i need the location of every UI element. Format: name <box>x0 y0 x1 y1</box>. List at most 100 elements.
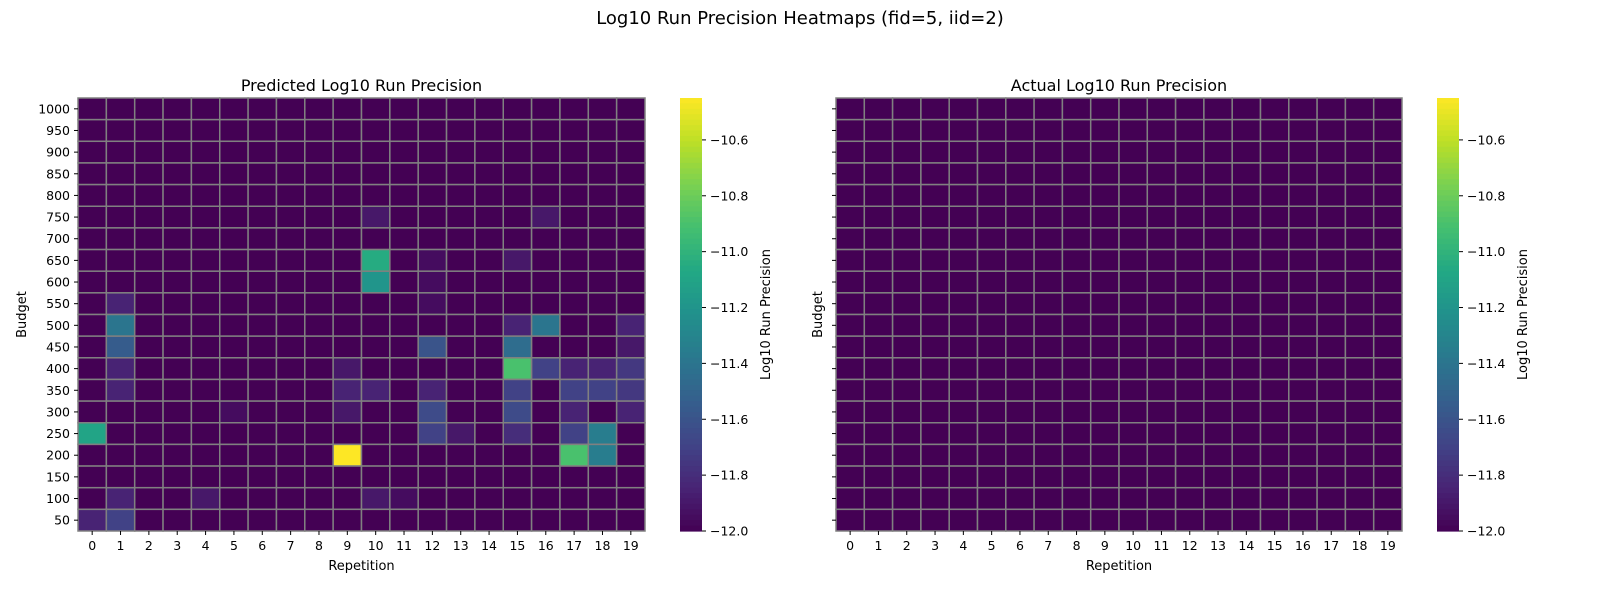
heatmap-cell-r650-c3 <box>920 248 950 272</box>
x-tick-label: 6 <box>1016 538 1024 553</box>
y-tick-label: 1000 <box>38 101 70 116</box>
heatmap-cell-r400-c10 <box>360 357 391 381</box>
heatmap-cell-r350-c16 <box>530 378 561 402</box>
heatmap-cell-r900-c9 <box>1089 140 1120 164</box>
heatmap-cell-r550-c14 <box>1231 292 1262 316</box>
heatmap-cell-r700-c13 <box>1203 227 1233 251</box>
colorbar-segment <box>1437 384 1459 391</box>
heatmap-cell-r50-c4 <box>948 508 979 532</box>
heatmap-cell-r400-c4 <box>948 357 979 381</box>
heatmap-cell-r250-c16 <box>530 422 561 446</box>
heatmap-cell-r700-c12 <box>417 227 448 251</box>
heatmap-cell-r1000-c17 <box>559 97 590 121</box>
heatmap-cell-r950-c9 <box>1089 118 1120 143</box>
colorbar-tick-label: −10.6 <box>710 132 748 147</box>
heatmap-cell-r250-c16 <box>1288 422 1318 446</box>
heatmap-cell-r1000-c12 <box>1174 97 1205 121</box>
heatmap-cell-r250-c8 <box>304 422 334 446</box>
colorbar-segment <box>680 487 702 494</box>
heatmap-cell-r200-c16 <box>1288 443 1318 467</box>
colorbar-segment <box>680 265 702 272</box>
colorbar-segment <box>680 103 702 110</box>
colorbar-segment <box>1437 460 1459 467</box>
panel-title: Predicted Log10 Run Precision <box>241 76 482 95</box>
heatmap-cell-r200-c8 <box>304 443 334 467</box>
heatmap-cell-r500-c7 <box>1033 313 1064 337</box>
heatmap-cell-r600-c7 <box>275 270 306 294</box>
colorbar-segment <box>680 379 702 386</box>
heatmap-cell-r700-c3 <box>920 227 950 251</box>
colorbar-segment <box>1437 330 1459 337</box>
heatmap-cell-r1000-c4 <box>190 97 221 121</box>
colorbar-segment <box>680 200 702 207</box>
heatmap-cell-r800-c12 <box>417 183 448 208</box>
heatmap-cell-r600-c4 <box>948 270 979 294</box>
heatmap-cell-r400-c6 <box>247 357 278 381</box>
heatmap-cell-r300-c5 <box>219 400 249 424</box>
colorbar-segment <box>1437 520 1459 527</box>
heatmap-cell-r400-c12 <box>1174 357 1205 381</box>
heatmap-cell-r150-c4 <box>948 465 979 489</box>
heatmap-cell-r300-c2 <box>133 400 164 424</box>
heatmap-cell-r550-c1 <box>863 292 894 316</box>
heatmap-cell-r200-c10 <box>360 443 391 467</box>
heatmap-cell-r1000-c1 <box>863 97 894 121</box>
heatmap-cell-r700-c19 <box>1372 227 1403 251</box>
heatmap-cell-r450-c19 <box>1372 335 1403 359</box>
colorbar-tick-label: −12.0 <box>710 524 748 539</box>
heatmap-cell-r550-c11 <box>389 292 419 316</box>
heatmap-cell-r250-c11 <box>1146 422 1177 446</box>
heatmap-cell-r300-c15 <box>502 400 533 424</box>
heatmap-cell-r350-c17 <box>1316 378 1347 402</box>
heatmap-cell-r850-c3 <box>162 162 193 186</box>
heatmap-cell-r800-c3 <box>920 183 950 208</box>
heatmap-cell-r600-c9 <box>332 270 363 294</box>
heatmap-cell-r750-c7 <box>275 205 306 229</box>
colorbar-tick-label: −10.8 <box>710 188 748 203</box>
heatmap-cell-r50-c6 <box>247 508 278 532</box>
heatmap-cell-r600-c13 <box>1203 270 1233 294</box>
heatmap-cell-r250-c3 <box>162 422 193 446</box>
heatmap-cell-r750-c2 <box>891 205 922 229</box>
heatmap-cell-r550-c5 <box>976 292 1007 316</box>
colorbar-segment <box>680 471 702 478</box>
heatmap-cell-r900-c7 <box>275 140 306 164</box>
heatmap-cell-r600-c0 <box>835 270 866 294</box>
heatmap-cell-r250-c9 <box>332 422 363 446</box>
heatmap-cell-r700-c10 <box>1118 227 1149 251</box>
heatmap-cell-r350-c19 <box>1372 378 1403 402</box>
colorbar-segment <box>680 244 702 251</box>
heatmap-cell-r100-c6 <box>1005 486 1035 511</box>
heatmap-cell-r900-c0 <box>77 140 108 164</box>
colorbar-tick-label: −11.4 <box>710 356 748 371</box>
heatmap-cell-r350-c14 <box>474 378 504 402</box>
heatmap-cell-r300-c16 <box>1288 400 1318 424</box>
heatmap-cell-r1000-c1 <box>105 97 136 121</box>
heatmap-cell-r1000-c18 <box>1344 97 1375 121</box>
heatmap-cell-r300-c3 <box>162 400 193 424</box>
heatmap-cell-r200-c9 <box>1089 443 1120 467</box>
heatmap-cell-r550-c12 <box>417 292 448 316</box>
heatmap-cell-r450-c7 <box>275 335 306 359</box>
colorbar-tick-label: −11.0 <box>1467 244 1505 259</box>
x-tick-label: 4 <box>202 538 210 553</box>
heatmap-cell-r800-c13 <box>1203 183 1233 208</box>
colorbar-segment <box>1437 433 1459 440</box>
heatmap-cell-r750-c3 <box>920 205 950 229</box>
heatmap-cell-r550-c12 <box>1174 292 1205 316</box>
heatmap-cell-r350-c14 <box>1231 378 1262 402</box>
heatmap-cell-r850-c13 <box>1203 162 1233 186</box>
heatmap-cell-r800-c19 <box>1372 183 1403 208</box>
heatmap-cell-r900-c4 <box>190 140 221 164</box>
heatmap-cell-r600-c19 <box>1372 270 1403 294</box>
heatmap-cell-r50-c6 <box>1005 508 1035 532</box>
heatmap-cell-r250-c12 <box>417 422 448 446</box>
heatmap-cell-r500-c10 <box>360 313 391 337</box>
heatmap-cell-r50-c18 <box>587 508 618 532</box>
heatmap-cell-r800-c2 <box>891 183 922 208</box>
heatmap-cell-r200-c16 <box>530 443 561 467</box>
heatmap-cell-r200-c0 <box>77 443 108 467</box>
heatmap-cell-r350-c15 <box>1259 378 1290 402</box>
heatmap-cell-r750-c15 <box>502 205 533 229</box>
heatmap-cell-r500-c5 <box>976 313 1007 337</box>
